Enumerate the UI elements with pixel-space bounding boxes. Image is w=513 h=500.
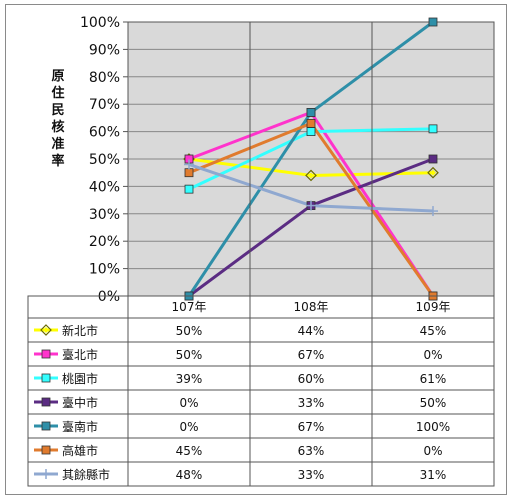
y-tick-label: 60% [89,125,120,141]
data-cell: 60% [298,372,325,386]
diamond-marker-fill [430,169,436,176]
square-marker [306,108,316,117]
y-tick-label: 70% [89,97,120,113]
data-cell: 48% [176,468,203,482]
square-marker [184,184,194,194]
square-marker [428,154,438,164]
data-cell: 45% [420,324,447,338]
square-marker [41,421,51,431]
diamond-marker [305,169,317,182]
square-marker [306,127,316,136]
data-cell: 50% [176,348,203,362]
square-marker [41,397,51,407]
y-tick-label: 30% [89,207,120,223]
data-cell: 100% [416,420,450,434]
legend-entry: 臺南市 [62,419,98,434]
data-cell: 67% [298,420,325,434]
data-cell: 0% [179,396,198,410]
y-tick-label: 20% [89,234,120,250]
y-tick-label: 50% [89,152,120,168]
legend-entry: 高雄市 [62,443,98,458]
data-cell: 67% [298,348,325,362]
y-tick-label: 0% [98,289,120,305]
y-tick-label: 10% [89,262,120,278]
legend-entry: 桃園市 [62,371,98,386]
data-cell: 0% [423,348,442,362]
data-cell: 50% [176,324,203,338]
y-tick-label: 90% [89,42,120,58]
category-label: 109年 [416,300,451,314]
y-tick-label: 40% [89,179,120,195]
data-cell: 31% [420,468,447,482]
data-cell: 0% [179,420,198,434]
square-marker [41,349,51,359]
square-marker [184,168,194,178]
diamond-marker [40,324,52,336]
square-marker [428,17,438,27]
square-marker [306,118,316,128]
data-cell: 39% [176,372,203,386]
diamond-marker-fill [43,327,49,333]
y-tick-label: 80% [89,70,120,86]
y-tick-label: 100% [80,15,120,31]
diamond-marker [427,166,439,179]
square-marker [428,124,438,134]
data-cell: 44% [298,324,325,338]
data-cell: 63% [298,444,325,458]
legend-entry: 臺中市 [62,395,98,410]
category-label: 107年 [172,300,207,314]
legend-entry: 其餘縣市 [62,467,110,482]
data-cell: 50% [420,396,447,410]
y-axis-label: 原住民核准率 [51,69,64,169]
square-marker [41,445,51,455]
data-table [27,295,495,487]
square-marker [41,373,51,383]
diamond-marker-fill [308,172,314,179]
data-cell: 33% [298,468,325,482]
data-cell: 45% [176,444,203,458]
legend-entry: 新北市 [62,323,98,338]
legend-entry: 臺北市 [62,347,98,362]
data-cell: 0% [423,444,442,458]
data-cell: 33% [298,396,325,410]
data-cell: 61% [420,372,447,386]
category-label: 108年 [294,300,329,314]
